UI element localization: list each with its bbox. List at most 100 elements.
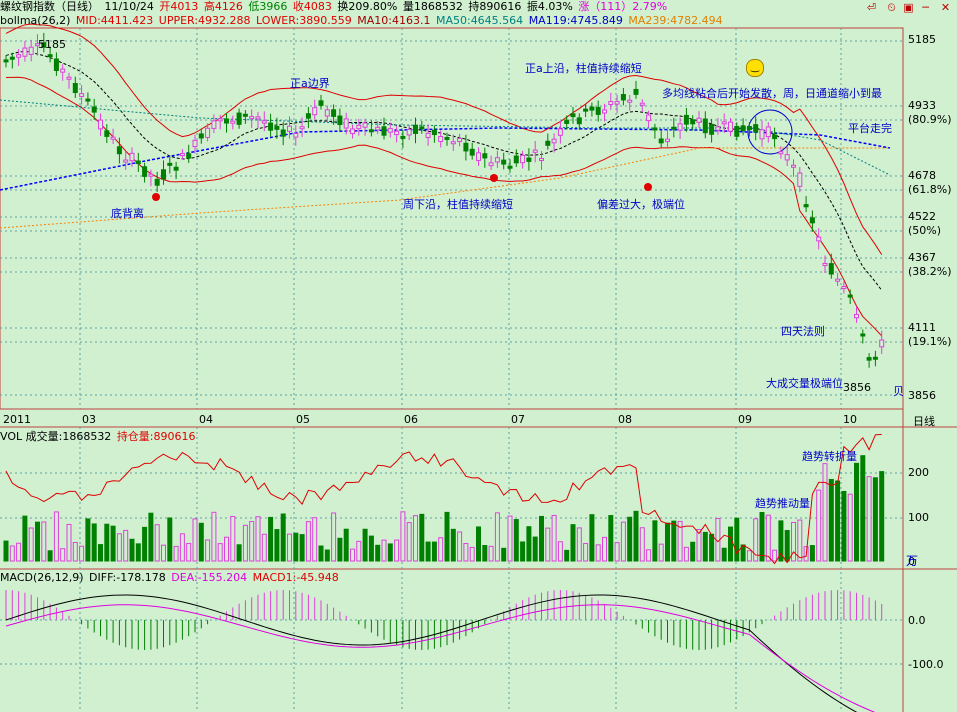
close-icon[interactable]: ✕ (940, 1, 951, 14)
price-axis-label: 4522 (908, 210, 936, 223)
volume-bar (557, 541, 563, 562)
candle-body (444, 136, 450, 140)
volume-bar (242, 524, 248, 562)
volume-bar (261, 533, 267, 562)
candle-body (375, 126, 381, 131)
candle-body (545, 140, 551, 146)
volume-bar (690, 541, 696, 562)
clock-icon[interactable]: ⏲ (887, 1, 896, 14)
candle-body (387, 128, 393, 133)
candle-body (450, 141, 456, 145)
volume-bar (287, 533, 292, 562)
candle-body (677, 123, 683, 131)
candle-body (79, 93, 85, 97)
volume-bar (249, 521, 255, 562)
price-axis-label: (61.8%) (908, 183, 952, 196)
candle-body (847, 294, 853, 298)
boll-lower: LOWER:3890.559 (256, 14, 352, 27)
vol-header: VOL 成交量:1868532 持仓量:890616 (0, 430, 198, 444)
volume-bar (22, 515, 28, 562)
candle-body (41, 42, 47, 48)
minimize-icon[interactable]: ─ (922, 1, 929, 14)
volume-bar (186, 543, 192, 562)
volume-bar (665, 522, 670, 562)
volume-bar (765, 514, 771, 562)
candle-body (116, 146, 122, 155)
candle-body (28, 46, 34, 55)
candle-body (488, 162, 494, 167)
volume-bar (501, 547, 507, 562)
volume-bar (135, 543, 141, 562)
volume-bar (123, 529, 129, 562)
close-value: 收4083 (292, 0, 332, 13)
candle-body (350, 128, 355, 135)
candle-body (91, 106, 97, 113)
volume-bar (381, 539, 387, 562)
candle-body (595, 106, 601, 115)
volume-bar (746, 550, 752, 562)
candle-body (280, 129, 286, 137)
volume-bar (539, 515, 544, 562)
annotation: 底背离 (111, 207, 144, 220)
vol-axis-label: 100 (908, 511, 929, 524)
volume-bar (520, 541, 526, 562)
candle-body (53, 58, 59, 71)
volume-bar (728, 526, 733, 562)
candle-body (274, 125, 280, 130)
annotation: 大成交量极端位 (766, 377, 843, 390)
candle-body (633, 88, 639, 95)
volume-bar (16, 542, 22, 562)
volume-bar (709, 533, 715, 562)
change-value: 涨（111）2.79% (578, 0, 668, 13)
volume-bar (299, 534, 305, 562)
candle-body (66, 76, 72, 80)
volume-bar (702, 531, 708, 562)
volume-bar (312, 517, 318, 562)
volume-bar (652, 520, 658, 562)
candle-body (482, 153, 488, 159)
volume-bar (230, 516, 236, 562)
volume-bar (627, 516, 633, 562)
candle-body (822, 262, 828, 266)
volume-bar (614, 542, 620, 562)
signal-dot (490, 174, 498, 182)
annotation: 正a边界 (290, 77, 330, 90)
restore-icon[interactable]: ▣ (903, 1, 914, 14)
candle-body (639, 102, 645, 106)
boll-upper-line (5, 23, 883, 255)
volume-bar (3, 540, 9, 562)
volume-bar (696, 529, 702, 562)
candle-body (589, 106, 595, 111)
volume-bar (532, 536, 538, 562)
time-label: 10 (843, 413, 857, 426)
volume-bar (154, 524, 160, 562)
boll-mid: MID:4411.423 (75, 14, 154, 27)
candle-body (759, 129, 765, 140)
volume-bar (545, 527, 551, 562)
annotation: 贝 (893, 385, 904, 398)
history-icon[interactable]: ⏎ (866, 1, 877, 14)
volume-bar (394, 539, 400, 562)
volume-bar (683, 546, 689, 562)
candle-body (72, 83, 78, 94)
volume-bar (9, 545, 15, 562)
signal-dot (644, 183, 652, 191)
volume-bar (822, 463, 828, 562)
vol-axis-label: 200 (908, 466, 929, 479)
volume-bar (847, 493, 853, 562)
candle-body (438, 136, 444, 142)
turnover-value: 换209.80% (337, 0, 398, 13)
volume-bar (488, 545, 494, 562)
period-label[interactable]: 日线 (913, 415, 935, 428)
volume-bar (85, 518, 91, 562)
volume-bar (318, 545, 324, 562)
volume-bar (406, 522, 412, 562)
price-axis-label: (19.1%) (908, 335, 952, 348)
candle-body (690, 119, 696, 125)
volume-bar (198, 522, 204, 562)
candle-body (784, 154, 790, 161)
volume-bar (551, 514, 557, 562)
low-value: 低3966 (248, 0, 288, 13)
volume-bar (791, 521, 796, 562)
